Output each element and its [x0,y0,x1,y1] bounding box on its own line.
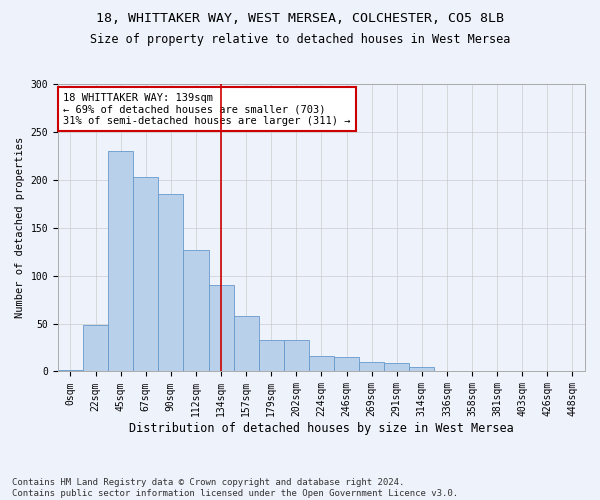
Bar [184,250,209,372]
Text: 18 WHITTAKER WAY: 139sqm
← 69% of detached houses are smaller (703)
31% of semi-: 18 WHITTAKER WAY: 139sqm ← 69% of detach… [63,92,350,126]
Bar [434,370,460,372]
Bar [83,326,108,372]
Bar [510,370,535,372]
Bar [133,177,158,372]
Bar [284,340,309,372]
Bar [309,356,334,372]
Bar [359,362,384,372]
Bar [108,151,133,372]
Text: 18, WHITTAKER WAY, WEST MERSEA, COLCHESTER, CO5 8LB: 18, WHITTAKER WAY, WEST MERSEA, COLCHEST… [96,12,504,26]
Y-axis label: Number of detached properties: Number of detached properties [15,137,25,318]
Bar [58,370,83,372]
X-axis label: Distribution of detached houses by size in West Mersea: Distribution of detached houses by size … [129,422,514,435]
Bar [334,357,359,372]
Bar [409,366,434,372]
Bar [560,370,585,372]
Bar [158,194,184,372]
Bar [259,340,284,372]
Bar [384,363,409,372]
Text: Size of property relative to detached houses in West Mersea: Size of property relative to detached ho… [90,32,510,46]
Bar [233,316,259,372]
Bar [460,370,485,372]
Text: Contains HM Land Registry data © Crown copyright and database right 2024.
Contai: Contains HM Land Registry data © Crown c… [12,478,458,498]
Bar [209,285,233,372]
